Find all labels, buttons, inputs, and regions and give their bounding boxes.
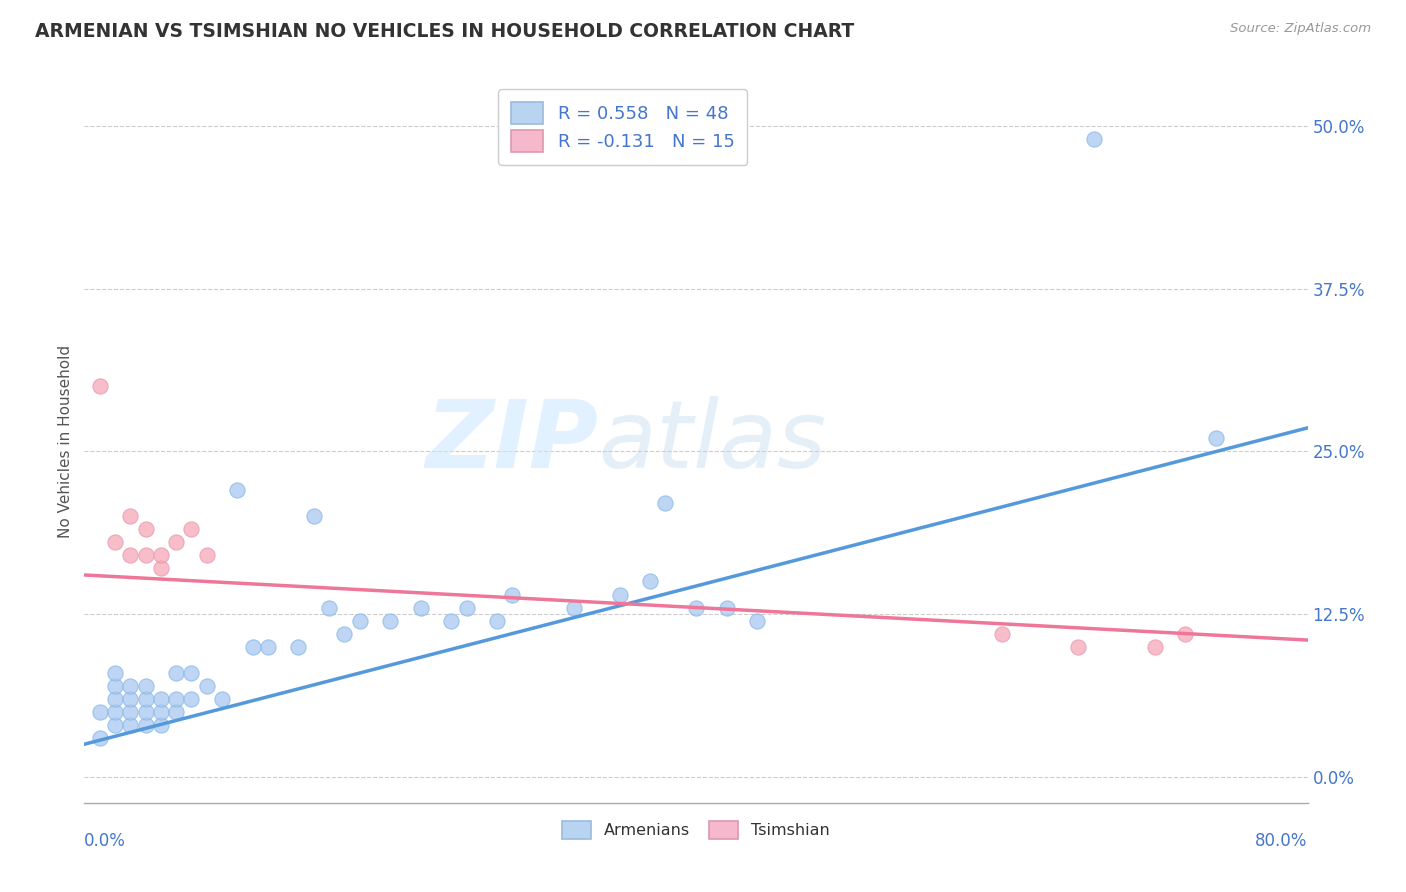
Point — [257, 640, 280, 654]
Point — [120, 679, 142, 693]
Point — [1143, 640, 1166, 654]
Point — [1174, 626, 1197, 640]
Point — [120, 549, 142, 563]
Point — [380, 614, 402, 628]
Point — [609, 587, 631, 601]
Point — [716, 600, 738, 615]
Point — [104, 705, 127, 719]
Point — [287, 640, 309, 654]
Point — [180, 665, 202, 680]
Point — [502, 587, 524, 601]
Point — [135, 523, 157, 537]
Point — [149, 717, 172, 731]
Point — [135, 549, 157, 563]
Point — [135, 717, 157, 731]
Point — [195, 549, 218, 563]
Point — [562, 600, 585, 615]
Point — [1067, 640, 1090, 654]
Point — [654, 496, 676, 510]
Point — [135, 705, 157, 719]
Point — [135, 691, 157, 706]
Point — [165, 535, 187, 549]
Point — [104, 691, 127, 706]
Point — [318, 600, 340, 615]
Text: ARMENIAN VS TSIMSHIAN NO VEHICLES IN HOUSEHOLD CORRELATION CHART: ARMENIAN VS TSIMSHIAN NO VEHICLES IN HOU… — [35, 22, 855, 41]
Point — [1205, 431, 1227, 445]
Point — [104, 717, 127, 731]
Point — [89, 379, 111, 393]
Text: atlas: atlas — [598, 396, 827, 487]
Point — [120, 717, 142, 731]
Point — [349, 614, 371, 628]
Text: ZIP: ZIP — [425, 395, 598, 488]
Legend: Armenians, Tsimshian: Armenians, Tsimshian — [555, 814, 837, 846]
Point — [226, 483, 249, 498]
Point — [89, 705, 111, 719]
Point — [456, 600, 478, 615]
Point — [195, 679, 218, 693]
Point — [747, 614, 769, 628]
Point — [120, 509, 142, 524]
Point — [104, 535, 127, 549]
Point — [104, 665, 127, 680]
Point — [165, 691, 187, 706]
Point — [120, 691, 142, 706]
Point — [333, 626, 356, 640]
Point — [685, 600, 707, 615]
Text: 80.0%: 80.0% — [1256, 831, 1308, 850]
Point — [135, 679, 157, 693]
Point — [486, 614, 509, 628]
Text: 0.0%: 0.0% — [84, 831, 127, 850]
Text: Source: ZipAtlas.com: Source: ZipAtlas.com — [1230, 22, 1371, 36]
Point — [991, 626, 1014, 640]
Point — [211, 691, 233, 706]
Point — [149, 561, 172, 575]
Point — [89, 731, 111, 745]
Point — [149, 705, 172, 719]
Point — [1083, 132, 1105, 146]
Point — [165, 665, 187, 680]
Point — [149, 691, 172, 706]
Point — [638, 574, 661, 589]
Point — [409, 600, 432, 615]
Y-axis label: No Vehicles in Household: No Vehicles in Household — [58, 345, 73, 538]
Point — [149, 549, 172, 563]
Point — [104, 679, 127, 693]
Point — [242, 640, 264, 654]
Point — [302, 509, 325, 524]
Point — [120, 705, 142, 719]
Point — [440, 614, 463, 628]
Point — [180, 691, 202, 706]
Point — [180, 523, 202, 537]
Point — [165, 705, 187, 719]
